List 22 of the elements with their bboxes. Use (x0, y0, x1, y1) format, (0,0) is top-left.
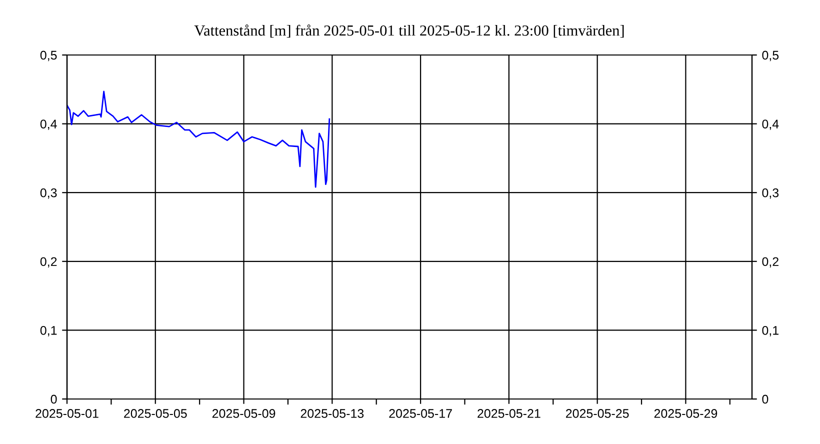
y-tick-label: 0,5 (40, 50, 57, 62)
x-tick-label: 2025-05-09 (212, 409, 276, 418)
y2-tick-label: 0,3 (762, 188, 779, 199)
y2-tick-label: 0,2 (762, 257, 778, 268)
y-tick-label: 0,4 (40, 120, 57, 130)
x-tick-label: 2025-05-17 (389, 409, 452, 418)
y2-tick-label: 0,1 (762, 326, 778, 336)
x-tick-label: 2025-05-29 (654, 409, 718, 418)
y2-tick-label: 0,4 (762, 120, 779, 130)
y2-tick-label: 0 (762, 394, 768, 404)
y-tick-label: 0 (50, 394, 57, 404)
line-series (67, 90, 330, 188)
x-tick-label: 2025-05-21 (478, 409, 540, 418)
x-tick-label: 2025-05-13 (300, 409, 364, 418)
x-tick-label: 2025-05-05 (124, 409, 187, 418)
x-tick-label: 2025-05-01 (36, 409, 98, 418)
x-tick-label: 2025-05-25 (566, 409, 629, 418)
chart-title: Vattenstånd [m] från 2025-05-01 till 2025-05-12 kl. 23:00 [timvärden] (194, 24, 624, 38)
y-tick-label: 0,3 (40, 188, 57, 199)
y2-tick-label: 0,5 (762, 50, 779, 62)
y-tick-label: 0,2 (40, 257, 57, 268)
y-tick-label: 0,1 (40, 326, 57, 336)
